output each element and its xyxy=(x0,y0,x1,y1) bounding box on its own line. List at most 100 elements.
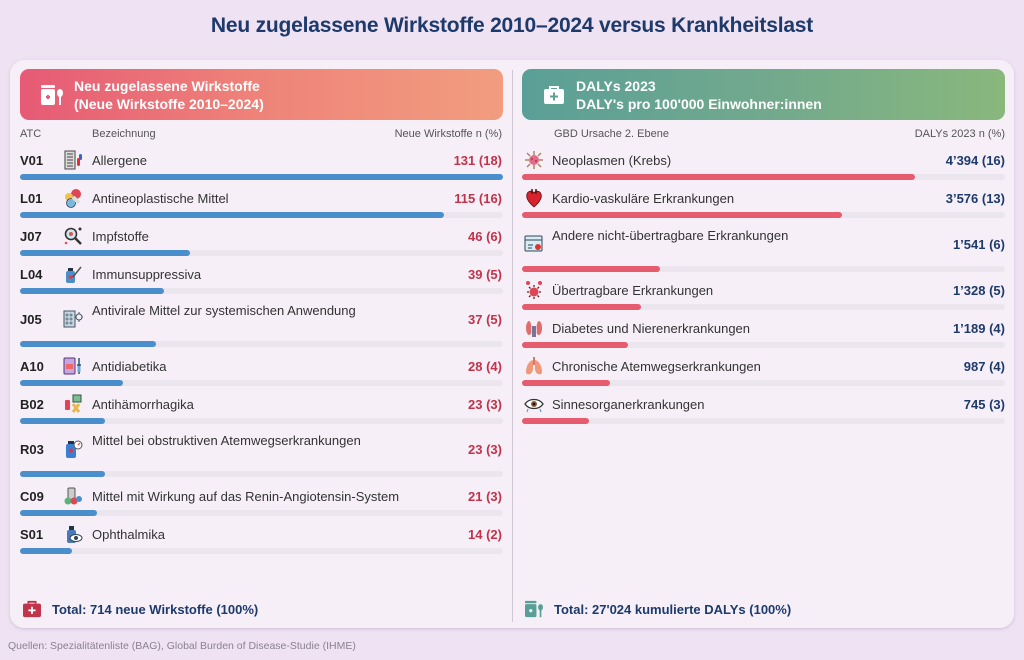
bar-fill xyxy=(522,304,641,310)
atc-code: V01 xyxy=(20,153,44,168)
row-label: Chronische Atemwegserkrankungen xyxy=(552,359,761,374)
bar-fill xyxy=(20,250,190,256)
capsules-icon xyxy=(63,188,83,208)
row-label: Antineoplastische Mittel xyxy=(92,191,229,206)
bar-track xyxy=(20,548,503,554)
bar-track xyxy=(20,418,503,424)
left-total: Total: 714 neue Wirkstoffe (100%) xyxy=(22,600,258,618)
right-header-title: DALYs 2023 xyxy=(576,77,656,94)
row-label: Ophthalmika xyxy=(92,527,165,542)
heart-icon xyxy=(524,188,544,208)
bar-fill xyxy=(20,212,444,218)
bar-fill xyxy=(522,212,842,218)
atc-code: L01 xyxy=(20,191,43,206)
bar-fill xyxy=(20,510,98,516)
row-value: 23 (3) xyxy=(468,397,502,412)
bar-fill xyxy=(522,266,660,272)
row-label: Andere nicht-übertragbare Erkrankungen xyxy=(552,228,789,243)
vial-syringe-icon xyxy=(63,264,83,284)
col-header-gbd-ursache: GBD Ursache 2. Ebene xyxy=(554,128,669,140)
antiviral-pills-icon xyxy=(63,309,83,329)
inhaler-bottle-icon xyxy=(63,439,83,459)
source-note: Quellen: Spezialitätenliste (BAG), Globa… xyxy=(8,640,356,652)
right-panel-header: DALYs 2023 DALY's pro 100'000 Einwohner:… xyxy=(522,69,1005,120)
page-title: Neu zugelassene Wirkstoffe 2010–2024 ver… xyxy=(210,14,814,37)
col-header-bezeichnung: Bezeichnung xyxy=(92,128,156,140)
bar-track xyxy=(20,510,503,516)
allergy-pills-icon xyxy=(63,150,83,170)
row-value: 1’541 (6) xyxy=(952,237,1005,252)
bar-track xyxy=(20,174,503,180)
bar-fill xyxy=(20,288,164,294)
bar-track xyxy=(20,288,503,294)
row-value: 1’328 (5) xyxy=(952,283,1005,298)
row-value: 21 (3) xyxy=(468,489,502,504)
bar-fill xyxy=(20,380,124,386)
right-total: Total: 27'024 kumulierte DALYs (100%) xyxy=(524,600,791,618)
row-value: 37 (5) xyxy=(468,312,502,327)
bar-track xyxy=(20,250,503,256)
blood-bag-icon xyxy=(63,394,83,414)
row-value: 28 (4) xyxy=(468,359,502,374)
row-label: Neoplasmen (Krebs) xyxy=(552,153,672,168)
bar-track xyxy=(522,342,1005,348)
bar-fill xyxy=(20,341,157,347)
row-value: 14 (2) xyxy=(468,527,502,542)
bar-track xyxy=(522,266,1005,272)
eye-drops-icon xyxy=(63,524,83,544)
row-value: 46 (6) xyxy=(468,229,502,244)
row-label: Antidiabetika xyxy=(92,359,167,374)
bar-track xyxy=(522,212,1005,218)
row-label: Diabetes und Nierenerkrankungen xyxy=(552,321,751,336)
row-label: Mittel mit Wirkung auf das Renin-Angiote… xyxy=(92,489,400,504)
kidneys-icon xyxy=(524,318,544,338)
row-label: Mittel bei obstruktiven Atemwegserkranku… xyxy=(92,433,361,448)
bar-track xyxy=(20,380,503,386)
virus-magnifier-icon xyxy=(63,226,83,246)
atc-code: C09 xyxy=(20,489,44,504)
bar-track xyxy=(20,341,503,347)
bar-fill xyxy=(522,380,611,386)
col-header-neue-wirkstoffe: Neue Wirkstoffe n (%) xyxy=(394,128,502,140)
row-value: 987 (4) xyxy=(963,359,1005,374)
bar-fill xyxy=(20,548,72,554)
right-total-text: Total: 27'024 kumulierte DALYs (100%) xyxy=(554,601,792,617)
cancer-cell-icon xyxy=(524,150,544,170)
atc-code: J05 xyxy=(20,312,42,327)
row-label: Antivirale Mittel zur systemischen Anwen… xyxy=(92,303,356,318)
atc-code: S01 xyxy=(20,527,44,542)
col-header-dalys: DALYs 2023 n (%) xyxy=(914,128,1005,140)
bar-fill xyxy=(20,418,105,424)
bar-track xyxy=(522,380,1005,386)
medicine-jar-spoon-icon xyxy=(524,600,544,618)
bar-fill xyxy=(20,174,503,180)
medication-bottle-icon xyxy=(63,486,83,506)
insulin-syringe-icon xyxy=(63,356,83,376)
lungs-icon xyxy=(524,356,544,376)
row-value: 4’394 (16) xyxy=(945,153,1005,168)
bar-fill xyxy=(522,418,589,424)
atc-code: J07 xyxy=(20,229,42,244)
medicine-jar-spoon-icon xyxy=(40,83,64,107)
bar-track xyxy=(522,304,1005,310)
atc-code: B02 xyxy=(20,397,44,412)
first-aid-kit-icon xyxy=(542,83,566,107)
bar-fill xyxy=(20,471,105,477)
row-value: 131 (18) xyxy=(453,153,502,168)
row-value: 1’189 (4) xyxy=(952,321,1005,336)
col-header-atc: ATC xyxy=(20,128,42,140)
atc-code: A10 xyxy=(20,359,44,374)
row-value: 39 (5) xyxy=(468,267,502,282)
bar-fill xyxy=(522,174,916,180)
row-label: Übertragbare Erkrankungen xyxy=(552,283,714,298)
virus-icon xyxy=(524,280,544,300)
left-panel-header: Neu zugelassene Wirkstoffe (Neue Wirksto… xyxy=(20,69,503,120)
first-aid-kit-icon xyxy=(22,600,42,618)
row-label: Kardio-vaskuläre Erkrankungen xyxy=(552,191,735,206)
row-label: Antihämorrhagika xyxy=(92,397,194,412)
eye-icon xyxy=(524,394,544,414)
bar-track xyxy=(20,212,503,218)
left-total-text: Total: 714 neue Wirkstoffe (100%) xyxy=(52,601,259,617)
row-label: Allergene xyxy=(92,153,147,168)
bar-track xyxy=(522,418,1005,424)
